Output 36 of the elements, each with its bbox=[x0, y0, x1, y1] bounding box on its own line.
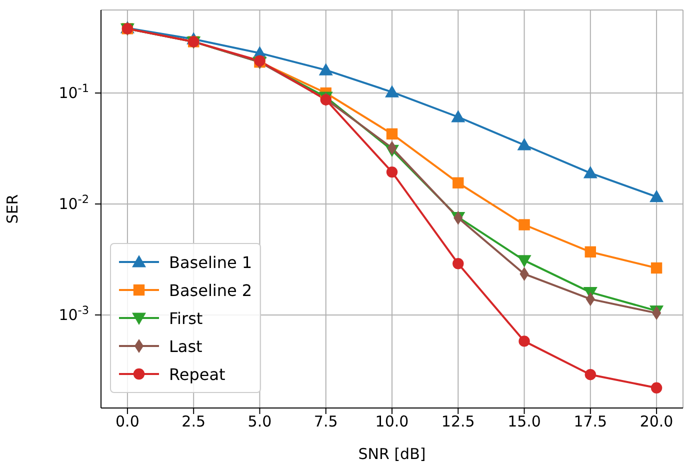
x-axis-title: SNR [dB] bbox=[358, 445, 426, 463]
legend-label: Baseline 2 bbox=[169, 280, 252, 300]
point bbox=[318, 63, 333, 76]
point bbox=[451, 110, 466, 122]
point bbox=[518, 336, 530, 347]
y-tick-label: 10$^{-1}$ bbox=[58, 82, 89, 102]
point bbox=[650, 190, 664, 202]
x-tick-label: 0.0 bbox=[116, 412, 140, 431]
point bbox=[650, 262, 662, 274]
y-axis-title: SER bbox=[3, 194, 22, 224]
point bbox=[452, 258, 464, 270]
legend-label: Repeat bbox=[169, 364, 226, 384]
point bbox=[584, 246, 596, 258]
point bbox=[386, 128, 398, 140]
point bbox=[385, 85, 399, 98]
x-tick-label: 15.0 bbox=[508, 412, 541, 431]
legend-label: Baseline 1 bbox=[169, 252, 252, 272]
x-tick-label: 12.5 bbox=[441, 412, 475, 431]
point bbox=[650, 382, 662, 394]
point bbox=[517, 255, 532, 268]
y-tick-label: 10$^{-3}$ bbox=[58, 303, 89, 324]
point bbox=[584, 368, 596, 380]
x-tick-label: 20.0 bbox=[640, 412, 674, 431]
legend-label: Last bbox=[169, 336, 202, 356]
point bbox=[518, 219, 530, 230]
x-tick-label: 2.5 bbox=[182, 412, 206, 431]
point bbox=[452, 177, 464, 188]
x-tick-label: 7.5 bbox=[314, 412, 338, 431]
x-tick-label: 10.0 bbox=[375, 412, 409, 431]
x-tick-label: 5.0 bbox=[248, 412, 272, 431]
point bbox=[583, 166, 598, 178]
x-tick-label: 17.5 bbox=[574, 412, 608, 431]
legend-label: First bbox=[169, 308, 203, 328]
y-tick-label: 10$^{-2}$ bbox=[58, 192, 89, 213]
point bbox=[386, 166, 398, 178]
point bbox=[517, 138, 532, 150]
